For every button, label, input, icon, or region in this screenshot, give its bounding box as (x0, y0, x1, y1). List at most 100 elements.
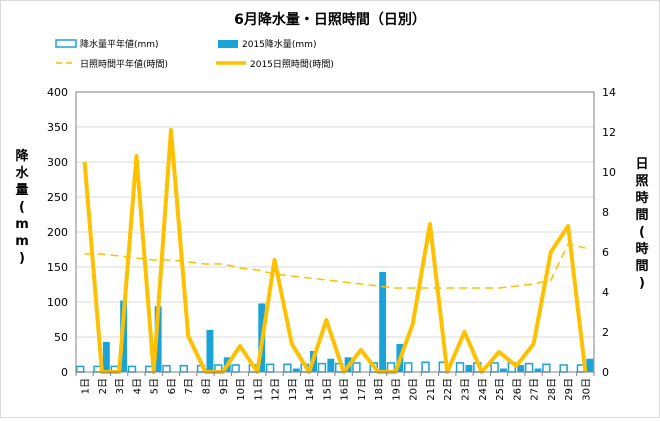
y-left-tick-label: 250 (47, 191, 68, 204)
bar-normal-precip (265, 363, 275, 373)
x-tick-label: 20日 (409, 378, 420, 401)
x-tick-label: 9日 (219, 378, 230, 394)
axes (75, 91, 595, 376)
bar-normal-precip (542, 363, 551, 373)
bar-2015-precip (500, 368, 507, 372)
bar-2015-precip (586, 358, 594, 372)
x-tick-label: 3日 (115, 378, 126, 394)
x-tick-label: 23日 (461, 378, 472, 401)
x-tick-label: 2日 (98, 378, 109, 394)
x-tick-label: 5日 (150, 378, 161, 394)
bar-2015-precip (102, 341, 110, 372)
x-tick-label: 8日 (202, 378, 213, 394)
y-left-tick-label: 0 (61, 366, 68, 379)
y-left-tick-label: 50 (54, 331, 68, 344)
bar-normal-precip (162, 364, 171, 373)
y-left-tick-label: 150 (47, 261, 68, 274)
x-tick-label: 24日 (478, 378, 489, 401)
x-tick-label: 25日 (495, 378, 506, 401)
bar-normal-precip (179, 364, 188, 373)
bar-2015-precip (465, 365, 473, 372)
axis-title-char: 水 (15, 165, 29, 181)
x-tick-label: 18日 (374, 378, 385, 401)
bar-2015-precip (517, 365, 525, 372)
bar-2015-precip (534, 368, 542, 372)
axis-title-char: ( (639, 225, 645, 240)
x-tick-label: 28日 (547, 378, 558, 401)
y-right-tick-label: 8 (602, 206, 609, 219)
bar-2015-precip (206, 330, 214, 372)
bar-normal-precip (231, 364, 240, 373)
x-tick-label: 15日 (322, 378, 333, 401)
x-tick-label: 27日 (530, 378, 541, 401)
bar-normal-precip (524, 362, 534, 373)
x-tick-label: 11日 (253, 378, 264, 401)
bar-normal-precip (455, 362, 465, 373)
bar-normal-precip (490, 362, 499, 373)
axis-title-char: 量 (15, 183, 28, 198)
bar-2015-precip (327, 358, 335, 372)
y-left-tick-label: 100 (47, 296, 68, 309)
bar-normal-precip (127, 365, 137, 373)
x-tick-label: 21日 (426, 378, 437, 401)
x-tick-label: 6日 (167, 378, 178, 394)
bar-2015-precip (154, 306, 162, 372)
legend-label-normal-sunshine: 日照時間平年値(時間) (80, 58, 168, 70)
line-2015-sunshine (82, 128, 588, 374)
legend-label-normal-precip: 降水量平年値(mm) (80, 38, 159, 50)
sunshine-lines (82, 128, 588, 374)
x-tick-label: 19日 (391, 378, 402, 401)
x-tick-label: 7日 (184, 378, 195, 394)
y-right-tick-labels: 0 2 4 6 8 10 12 14 (602, 86, 616, 379)
x-tick-label: 29日 (564, 378, 575, 401)
legend: 降水量平年値(mm) 2015降水量(mm) 日照時間平年値(時間) 2015日… (55, 38, 334, 70)
bar-normal-precip (559, 364, 568, 373)
axis-title-char: ) (19, 251, 25, 266)
axis-title-char: ( (19, 200, 25, 215)
y-left-tick-label: 400 (47, 86, 68, 99)
axis-title-char: 間 (635, 259, 648, 274)
y-right-tick-label: 14 (602, 86, 616, 99)
bar-normal-precip (352, 362, 361, 373)
x-tick-label: 22日 (443, 378, 454, 401)
bar-2015-precip (292, 368, 300, 372)
axis-titles: 降水量(mm)日照時間(時間) (15, 148, 648, 291)
x-tick-label: 4日 (132, 378, 143, 394)
axis-title-char: m (15, 217, 29, 232)
x-tick-label: 16日 (340, 378, 351, 401)
x-tick-label: 26日 (512, 378, 523, 401)
legend-swatch-2015-precip (218, 40, 238, 48)
y-right-tick-label: 10 (602, 166, 616, 179)
x-tick-label: 1日 (81, 378, 92, 394)
x-tick-label: 13日 (288, 378, 299, 401)
bar-normal-precip (75, 365, 85, 373)
axis-title-char: m (15, 234, 29, 249)
y-left-axis-title: 降水量 ( mm) (15, 148, 29, 266)
axis-title-char: 時 (635, 241, 648, 257)
x-tick-label: 12日 (271, 378, 282, 401)
axis-title-char: ) (639, 276, 645, 291)
axis-title-char: 日 (635, 157, 648, 172)
bar-normal-precip (404, 362, 413, 373)
axis-title-char: 降 (15, 148, 29, 164)
legend-label-2015-precip: 2015降水量(mm) (242, 38, 316, 50)
x-tick-labels: 1日 2日 3日 4日 5日 6日 7日 8日 9日 10日 11日 12日 13日 14日 15日 16日 1… (81, 378, 593, 401)
chart-title: 6月降水量・日照時間（日別） (234, 11, 426, 28)
axis-title-char: 時 (635, 190, 648, 206)
bar-normal-precip (317, 362, 327, 373)
axis-title-char: 間 (635, 208, 648, 223)
bar-2015-precip (379, 271, 387, 372)
line-normal-sunshine (84, 243, 586, 289)
y-right-tick-label: 12 (602, 126, 616, 139)
y-right-axis-title: 日照時間(時間) (635, 157, 648, 291)
bar-normal-precip (421, 361, 430, 373)
x-tick-label: 14日 (305, 378, 316, 401)
y-left-tick-label: 300 (47, 156, 68, 169)
legend-label-2015-sunshine: 2015日照時間(時間) (250, 59, 334, 70)
y-left-tick-labels: 0 50 100 150 200 250 300 350 400 (47, 86, 68, 379)
y-right-tick-label: 0 (602, 366, 609, 379)
x-tick-label: 10日 (236, 378, 247, 401)
legend-swatch-normal-precip (55, 39, 77, 48)
